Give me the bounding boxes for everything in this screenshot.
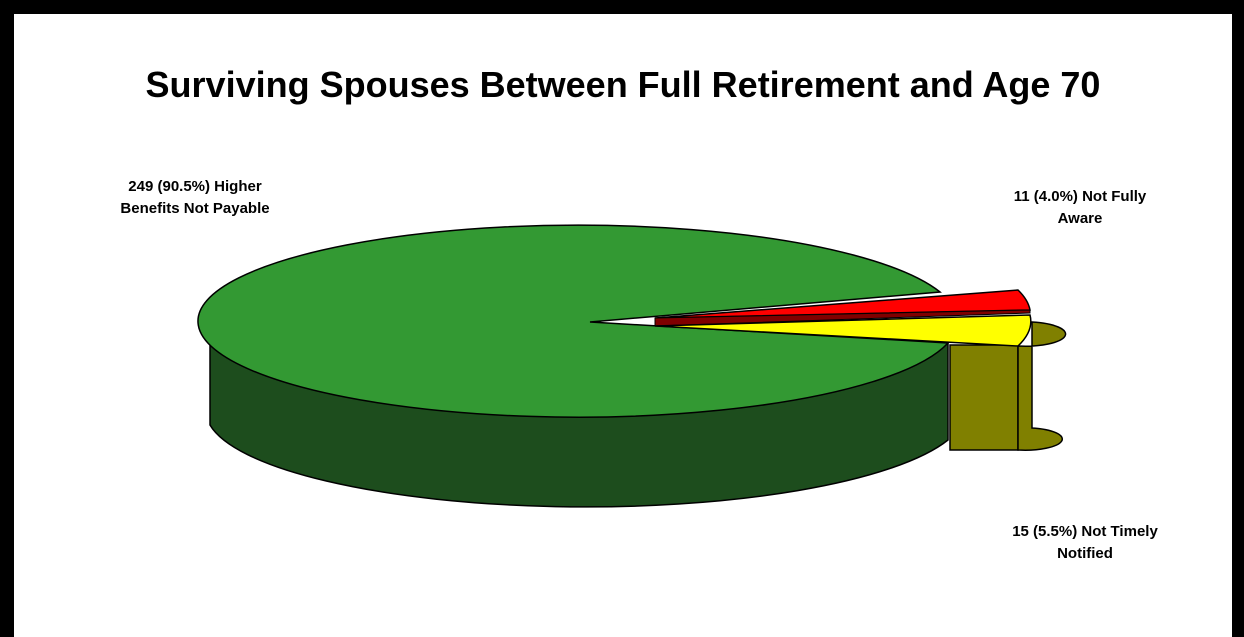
pie-slice-side-yellow-rim xyxy=(1017,321,1067,451)
label-line: Aware xyxy=(1057,210,1103,227)
label-not-timely-notified: 15 (5.5%) Not Timely Notified xyxy=(960,521,1210,565)
label-line: 11 (4.0%) Not Fully xyxy=(1013,188,1147,205)
label-line: 249 (90.5%) Higher xyxy=(128,178,262,195)
pie-slice-side-yellow xyxy=(949,344,1019,451)
label-higher-benefits-not-payable: 249 (90.5%) Higher Benefits Not Payable xyxy=(60,176,330,220)
label-line: Benefits Not Payable xyxy=(120,200,270,217)
pie-slice-yellow xyxy=(654,314,1032,347)
pie-slice-green xyxy=(197,224,950,418)
label-not-fully-aware: 11 (4.0%) Not Fully Aware xyxy=(960,186,1200,230)
label-line: Notified xyxy=(1057,545,1113,562)
chart-title: Surviving Spouses Between Full Retiremen… xyxy=(145,64,1101,105)
pie-slice-side-red xyxy=(654,309,1031,327)
label-line: 15 (5.5%) Not Timely xyxy=(1012,523,1158,540)
